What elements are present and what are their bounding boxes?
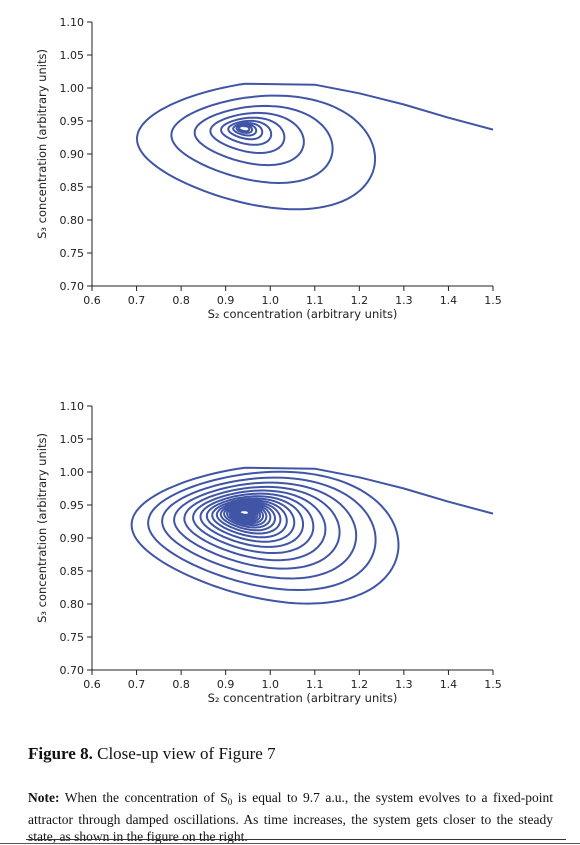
y-tick-label: 0.90 xyxy=(60,148,85,161)
x-tick-label: 0.7 xyxy=(128,678,146,691)
y-tick-label: 0.85 xyxy=(60,565,85,578)
x-axis-label: S₂ concentration (arbitrary units) xyxy=(208,691,398,705)
x-tick-label: 0.9 xyxy=(217,678,235,691)
trajectory-series-line xyxy=(136,82,494,211)
x-tick-label: 0.6 xyxy=(83,678,101,691)
x-tick-label: 1.4 xyxy=(440,678,458,691)
note-text-after: is equal to 9.7 a.u., the system evolves… xyxy=(28,790,553,844)
note-label: Note: xyxy=(28,790,60,805)
phase-plot-bottom-svg: 0.70 0.75 0.80 0.85 0.90 0.95 1.00 1.05 1.10 0.6 0… xyxy=(35,400,502,705)
figure-caption: Figure 8. Close-up view of Figure 7 xyxy=(28,744,558,764)
x-tick-label: 0.9 xyxy=(217,294,235,307)
x-tick-label: 0.7 xyxy=(128,294,146,307)
y-tick-label: 0.75 xyxy=(60,631,85,644)
y-axis-label: S₃ concentration (arbitrary units) xyxy=(35,49,49,239)
figure-note: Note: When the concentration of S0 is eq… xyxy=(28,789,553,845)
x-tick-label: 1.5 xyxy=(484,678,502,691)
y-tick-label: 0.75 xyxy=(60,247,85,260)
y-tick-label: 0.95 xyxy=(60,115,85,128)
x-tick-label: 1.2 xyxy=(351,678,369,691)
y-tick-label: 1.10 xyxy=(60,16,85,29)
x-tick-label: 1.1 xyxy=(306,294,324,307)
caption-text: Close-up view of Figure 7 xyxy=(97,744,276,763)
y-tick-label: 1.00 xyxy=(60,466,85,479)
x-axis-label: S₂ concentration (arbitrary units) xyxy=(208,307,398,321)
x-tick-label: 1.0 xyxy=(261,294,279,307)
x-tick-label: 1.5 xyxy=(484,294,502,307)
x-tick-label: 1.0 xyxy=(261,678,279,691)
x-tick-label: 0.8 xyxy=(172,294,190,307)
y-tick-label: 0.90 xyxy=(60,532,85,545)
phase-plot-bottom: 0.70 0.75 0.80 0.85 0.90 0.95 1.00 1.05 1.10 0.6 0… xyxy=(0,392,580,722)
y-tick-label: 0.70 xyxy=(60,280,85,293)
phase-plot-top-svg: 0.70 0.75 0.80 0.85 0.90 0.95 1.00 1.05 1.10 0.6 0… xyxy=(35,16,502,321)
x-tick-label: 0.6 xyxy=(83,294,101,307)
y-tick-label: 0.70 xyxy=(60,664,85,677)
y-tick-label: 0.95 xyxy=(60,499,85,512)
phase-plot-top: 0.70 0.75 0.80 0.85 0.90 0.95 1.00 1.05 1.10 0.6 0… xyxy=(0,8,580,338)
caption-label: Figure 8. xyxy=(28,744,93,763)
trajectory-series-line xyxy=(130,466,494,605)
x-tick-label: 1.3 xyxy=(395,294,413,307)
x-tick-label: 1.1 xyxy=(306,678,324,691)
y-tick-label: 0.85 xyxy=(60,181,85,194)
note-subscript: 0 xyxy=(227,797,233,807)
y-tick-label: 1.05 xyxy=(60,49,85,62)
y-tick-label: 1.05 xyxy=(60,433,85,446)
y-tick-label: 0.80 xyxy=(60,214,85,227)
y-tick-label: 0.80 xyxy=(60,598,85,611)
x-tick-label: 1.2 xyxy=(351,294,369,307)
y-tick-label: 1.00 xyxy=(60,82,85,95)
x-tick-label: 0.8 xyxy=(172,678,190,691)
x-tick-label: 1.4 xyxy=(440,294,458,307)
note-text-before: When the concentration of S xyxy=(64,790,228,805)
note-underline xyxy=(26,839,566,840)
y-axis-label: S₃ concentration (arbitrary units) xyxy=(35,433,49,623)
y-tick-label: 1.10 xyxy=(60,400,85,413)
x-tick-label: 1.3 xyxy=(395,678,413,691)
